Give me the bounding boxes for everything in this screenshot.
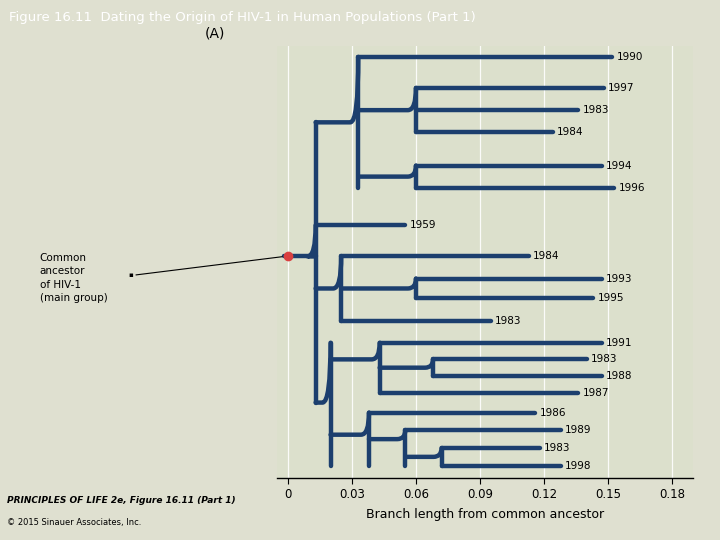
Text: 1987: 1987 bbox=[582, 388, 609, 397]
Text: 1989: 1989 bbox=[565, 426, 592, 435]
Text: 1995: 1995 bbox=[598, 293, 624, 303]
Text: PRINCIPLES OF LIFE 2e, Figure 16.11 (Part 1): PRINCIPLES OF LIFE 2e, Figure 16.11 (Par… bbox=[7, 496, 236, 505]
Text: 1984: 1984 bbox=[534, 251, 559, 261]
X-axis label: Branch length from common ancestor: Branch length from common ancestor bbox=[366, 508, 604, 521]
Text: Common
ancestor
of HIV-1
(main group): Common ancestor of HIV-1 (main group) bbox=[40, 253, 107, 303]
Text: 1998: 1998 bbox=[565, 461, 592, 471]
Text: 1994: 1994 bbox=[606, 160, 632, 171]
Text: 1993: 1993 bbox=[606, 274, 632, 284]
Text: 1986: 1986 bbox=[540, 408, 566, 417]
Text: 1983: 1983 bbox=[582, 105, 609, 115]
Text: 1984: 1984 bbox=[557, 127, 583, 137]
Text: Figure 16.11  Dating the Origin of HIV-1 in Human Populations (Part 1): Figure 16.11 Dating the Origin of HIV-1 … bbox=[9, 11, 475, 24]
Text: © 2015 Sinauer Associates, Inc.: © 2015 Sinauer Associates, Inc. bbox=[7, 517, 142, 526]
Text: 1959: 1959 bbox=[410, 220, 436, 231]
Text: (A): (A) bbox=[205, 26, 225, 40]
Text: 1983: 1983 bbox=[495, 315, 521, 326]
Text: 1983: 1983 bbox=[544, 443, 570, 453]
Text: 1990: 1990 bbox=[616, 52, 643, 62]
Text: 1983: 1983 bbox=[591, 354, 618, 364]
Text: 1988: 1988 bbox=[606, 371, 632, 381]
Text: ▪: ▪ bbox=[129, 272, 133, 278]
Text: 1991: 1991 bbox=[606, 338, 632, 348]
Text: 1996: 1996 bbox=[618, 183, 645, 193]
Text: 1997: 1997 bbox=[608, 83, 634, 93]
